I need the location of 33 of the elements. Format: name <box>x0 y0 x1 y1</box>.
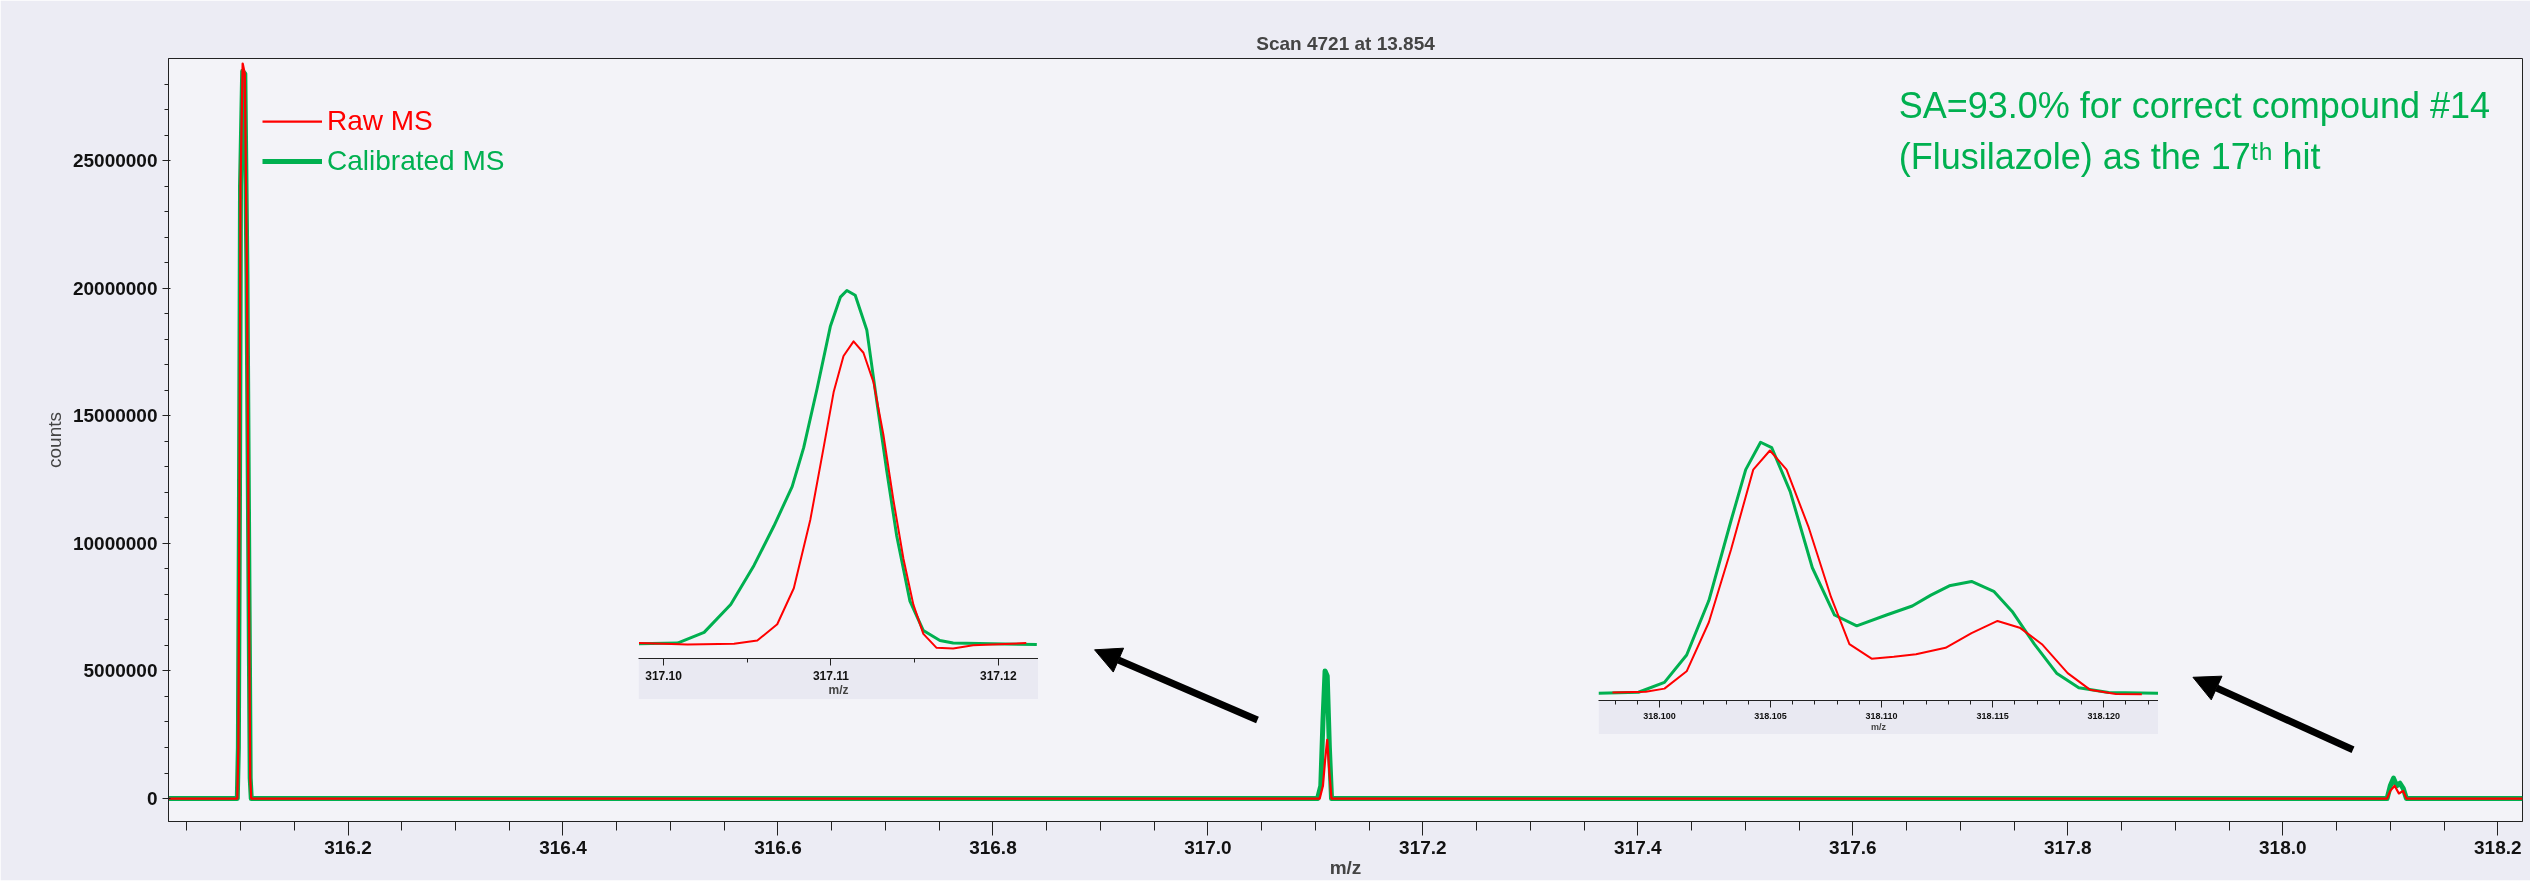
x-tick-label: 318.2 <box>2474 836 2522 858</box>
legend-label: Raw MS <box>327 105 433 137</box>
x-tick-label: 318.0 <box>2259 836 2307 858</box>
x-tick-label: 317.8 <box>2044 836 2092 858</box>
x-tick-label: 317.6 <box>1829 836 1877 858</box>
x-tick-label: 317.4 <box>1614 836 1663 858</box>
x-axis-title: m/z <box>828 682 849 697</box>
x-tick-label: 318.105 <box>1754 710 1787 721</box>
chart-title: Scan 4721 at 13.854 <box>1256 32 1436 54</box>
x-tick-label: 318.100 <box>1643 710 1676 721</box>
y-tick-label: 15000000 <box>72 405 158 427</box>
x-tick-label: 317.0 <box>1184 836 1232 858</box>
x-tick-label: 317.12 <box>979 668 1018 683</box>
x-tick-label: 317.10 <box>645 668 683 683</box>
y-tick-label: 5000000 <box>83 660 158 682</box>
x-tick-label: 318.110 <box>1865 710 1898 721</box>
y-tick-label: 20000000 <box>72 277 158 299</box>
x-tick-label: 316.2 <box>324 836 372 858</box>
x-tick-label: 316.8 <box>969 836 1017 858</box>
x-tick-label: 316.4 <box>539 836 588 858</box>
x-tick-label: 317.2 <box>1399 836 1447 858</box>
x-axis-title: m/z <box>1329 856 1362 878</box>
x-tick-label: 318.115 <box>1976 710 2009 721</box>
y-tick-label: 0 <box>146 788 158 810</box>
y-tick-label: 25000000 <box>72 150 158 172</box>
x-axis-title: m/z <box>1871 721 1887 732</box>
x-tick-label: 316.6 <box>754 836 802 858</box>
x-tick-label: 318.120 <box>2087 710 2120 721</box>
x-tick-label: 317.11 <box>812 668 850 683</box>
annotation: SA=93.0% for correct compound #14 (Flusilazole) as the 17ᵗʰ hit <box>1898 85 2491 178</box>
legend-label: Calibrated MS <box>327 145 505 177</box>
y-tick-label: 10000000 <box>72 532 158 554</box>
y-axis-title: counts <box>43 412 65 468</box>
